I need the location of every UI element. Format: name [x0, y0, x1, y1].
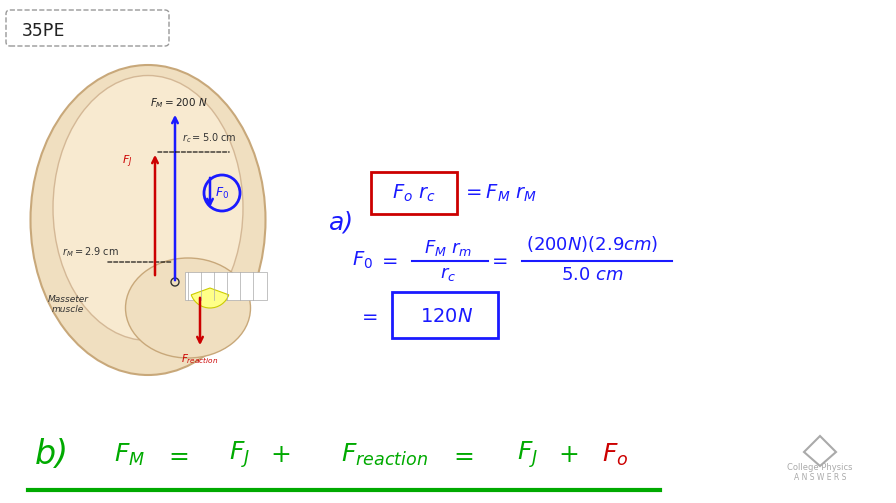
Text: $=$: $=$ [358, 306, 378, 325]
Text: $F_M$: $F_M$ [115, 442, 145, 468]
Text: $120N$: $120N$ [420, 306, 474, 325]
Text: $=$: $=$ [378, 250, 398, 270]
Text: $= F_M\ r_M$: $= F_M\ r_M$ [462, 183, 538, 204]
Text: $=$: $=$ [165, 443, 190, 467]
Text: A N S W E R S: A N S W E R S [794, 473, 846, 482]
Text: College Physics: College Physics [788, 463, 853, 472]
Text: $F_0$: $F_0$ [215, 186, 229, 201]
Text: $F_o\ r_c$: $F_o\ r_c$ [392, 183, 435, 204]
Ellipse shape [125, 258, 251, 358]
Text: $r_c$: $r_c$ [440, 265, 456, 283]
Text: Masseter
muscle: Masseter muscle [47, 295, 89, 314]
Text: $=$: $=$ [488, 250, 508, 270]
Text: $+$: $+$ [558, 443, 578, 467]
Ellipse shape [53, 75, 243, 341]
Text: b): b) [35, 439, 69, 471]
Text: $F_M\ r_m$: $F_M\ r_m$ [424, 238, 472, 258]
FancyBboxPatch shape [185, 272, 267, 300]
Ellipse shape [30, 65, 265, 375]
Text: $F_{reaction}$: $F_{reaction}$ [341, 442, 428, 468]
Text: $F_J$: $F_J$ [518, 440, 538, 470]
Text: $+$: $+$ [270, 443, 290, 467]
Text: $F_o$: $F_o$ [602, 442, 628, 468]
Text: $F_J$: $F_J$ [229, 440, 251, 470]
Text: $F_0$: $F_0$ [351, 249, 373, 271]
Text: $r_c = 5.0$ cm: $r_c = 5.0$ cm [182, 131, 237, 145]
Text: $F_J$: $F_J$ [122, 154, 132, 170]
Wedge shape [191, 288, 228, 308]
Text: $5.0\ cm$: $5.0\ cm$ [561, 266, 624, 284]
Text: $F_M = 200\ N$: $F_M = 200\ N$ [150, 96, 208, 110]
FancyBboxPatch shape [6, 10, 169, 46]
Text: 35PE: 35PE [22, 22, 65, 40]
Text: a): a) [330, 210, 355, 234]
Text: $=$: $=$ [450, 443, 475, 467]
Text: $r_M = 2.9$ cm: $r_M = 2.9$ cm [62, 245, 119, 259]
Text: $(200N)(2.9cm)$: $(200N)(2.9cm)$ [526, 234, 659, 254]
Text: $F_{reaction}$: $F_{reaction}$ [181, 352, 219, 366]
